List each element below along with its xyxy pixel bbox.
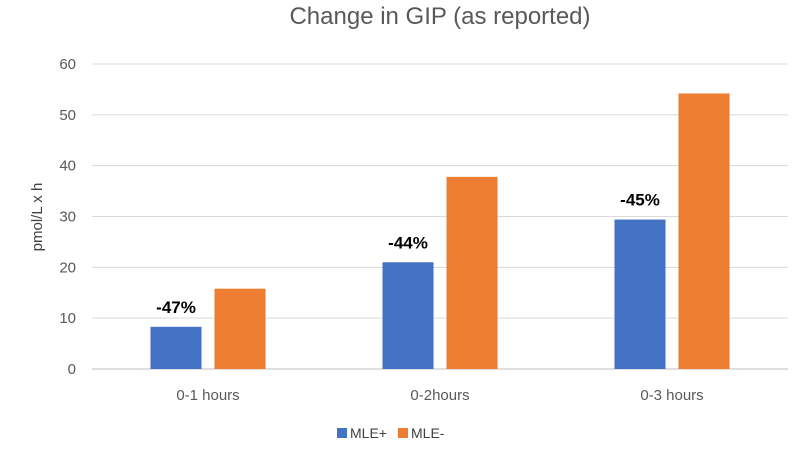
percent-annotations: -47% -44% -45% <box>156 191 660 317</box>
bar-mleminus-3 <box>678 93 730 369</box>
bars <box>150 93 730 369</box>
legend-swatch <box>398 428 408 438</box>
y-tick-label: 0 <box>68 361 76 378</box>
bar-mleplus-3 <box>614 219 666 369</box>
legend: MLE+ MLE- <box>337 425 445 441</box>
y-tick-label: 20 <box>59 259 76 276</box>
x-tick-label: 0-2hours <box>410 387 469 404</box>
legend-swatch <box>337 428 347 438</box>
x-axis-ticks: 0-1 hours 0-2hours 0-3 hours <box>176 387 703 404</box>
y-tick-label: 60 <box>59 56 76 73</box>
chart-title: Change in GIP (as reported) <box>289 3 590 30</box>
y-tick-label: 50 <box>59 107 76 124</box>
gridlines <box>92 63 788 370</box>
x-tick-label: 0-3 hours <box>640 387 703 404</box>
bar-mleplus-1 <box>150 326 202 369</box>
percent-change-label: -47% <box>156 298 196 317</box>
legend-label: MLE- <box>411 425 445 441</box>
percent-change-label: -44% <box>388 233 428 252</box>
y-tick-label: 40 <box>59 158 76 175</box>
y-tick-label: 30 <box>59 209 76 226</box>
bar-mleminus-2 <box>446 176 498 369</box>
x-tick-label: 0-1 hours <box>176 387 239 404</box>
bar-mleminus-1 <box>214 288 266 369</box>
y-tick-label: 10 <box>59 310 76 327</box>
bar-mleplus-2 <box>382 262 434 369</box>
legend-label: MLE+ <box>350 425 387 441</box>
percent-change-label: -45% <box>620 191 660 210</box>
y-axis-ticks: 0 10 20 30 40 50 60 <box>59 56 76 378</box>
y-axis-label: pmol/L x h <box>29 183 46 252</box>
